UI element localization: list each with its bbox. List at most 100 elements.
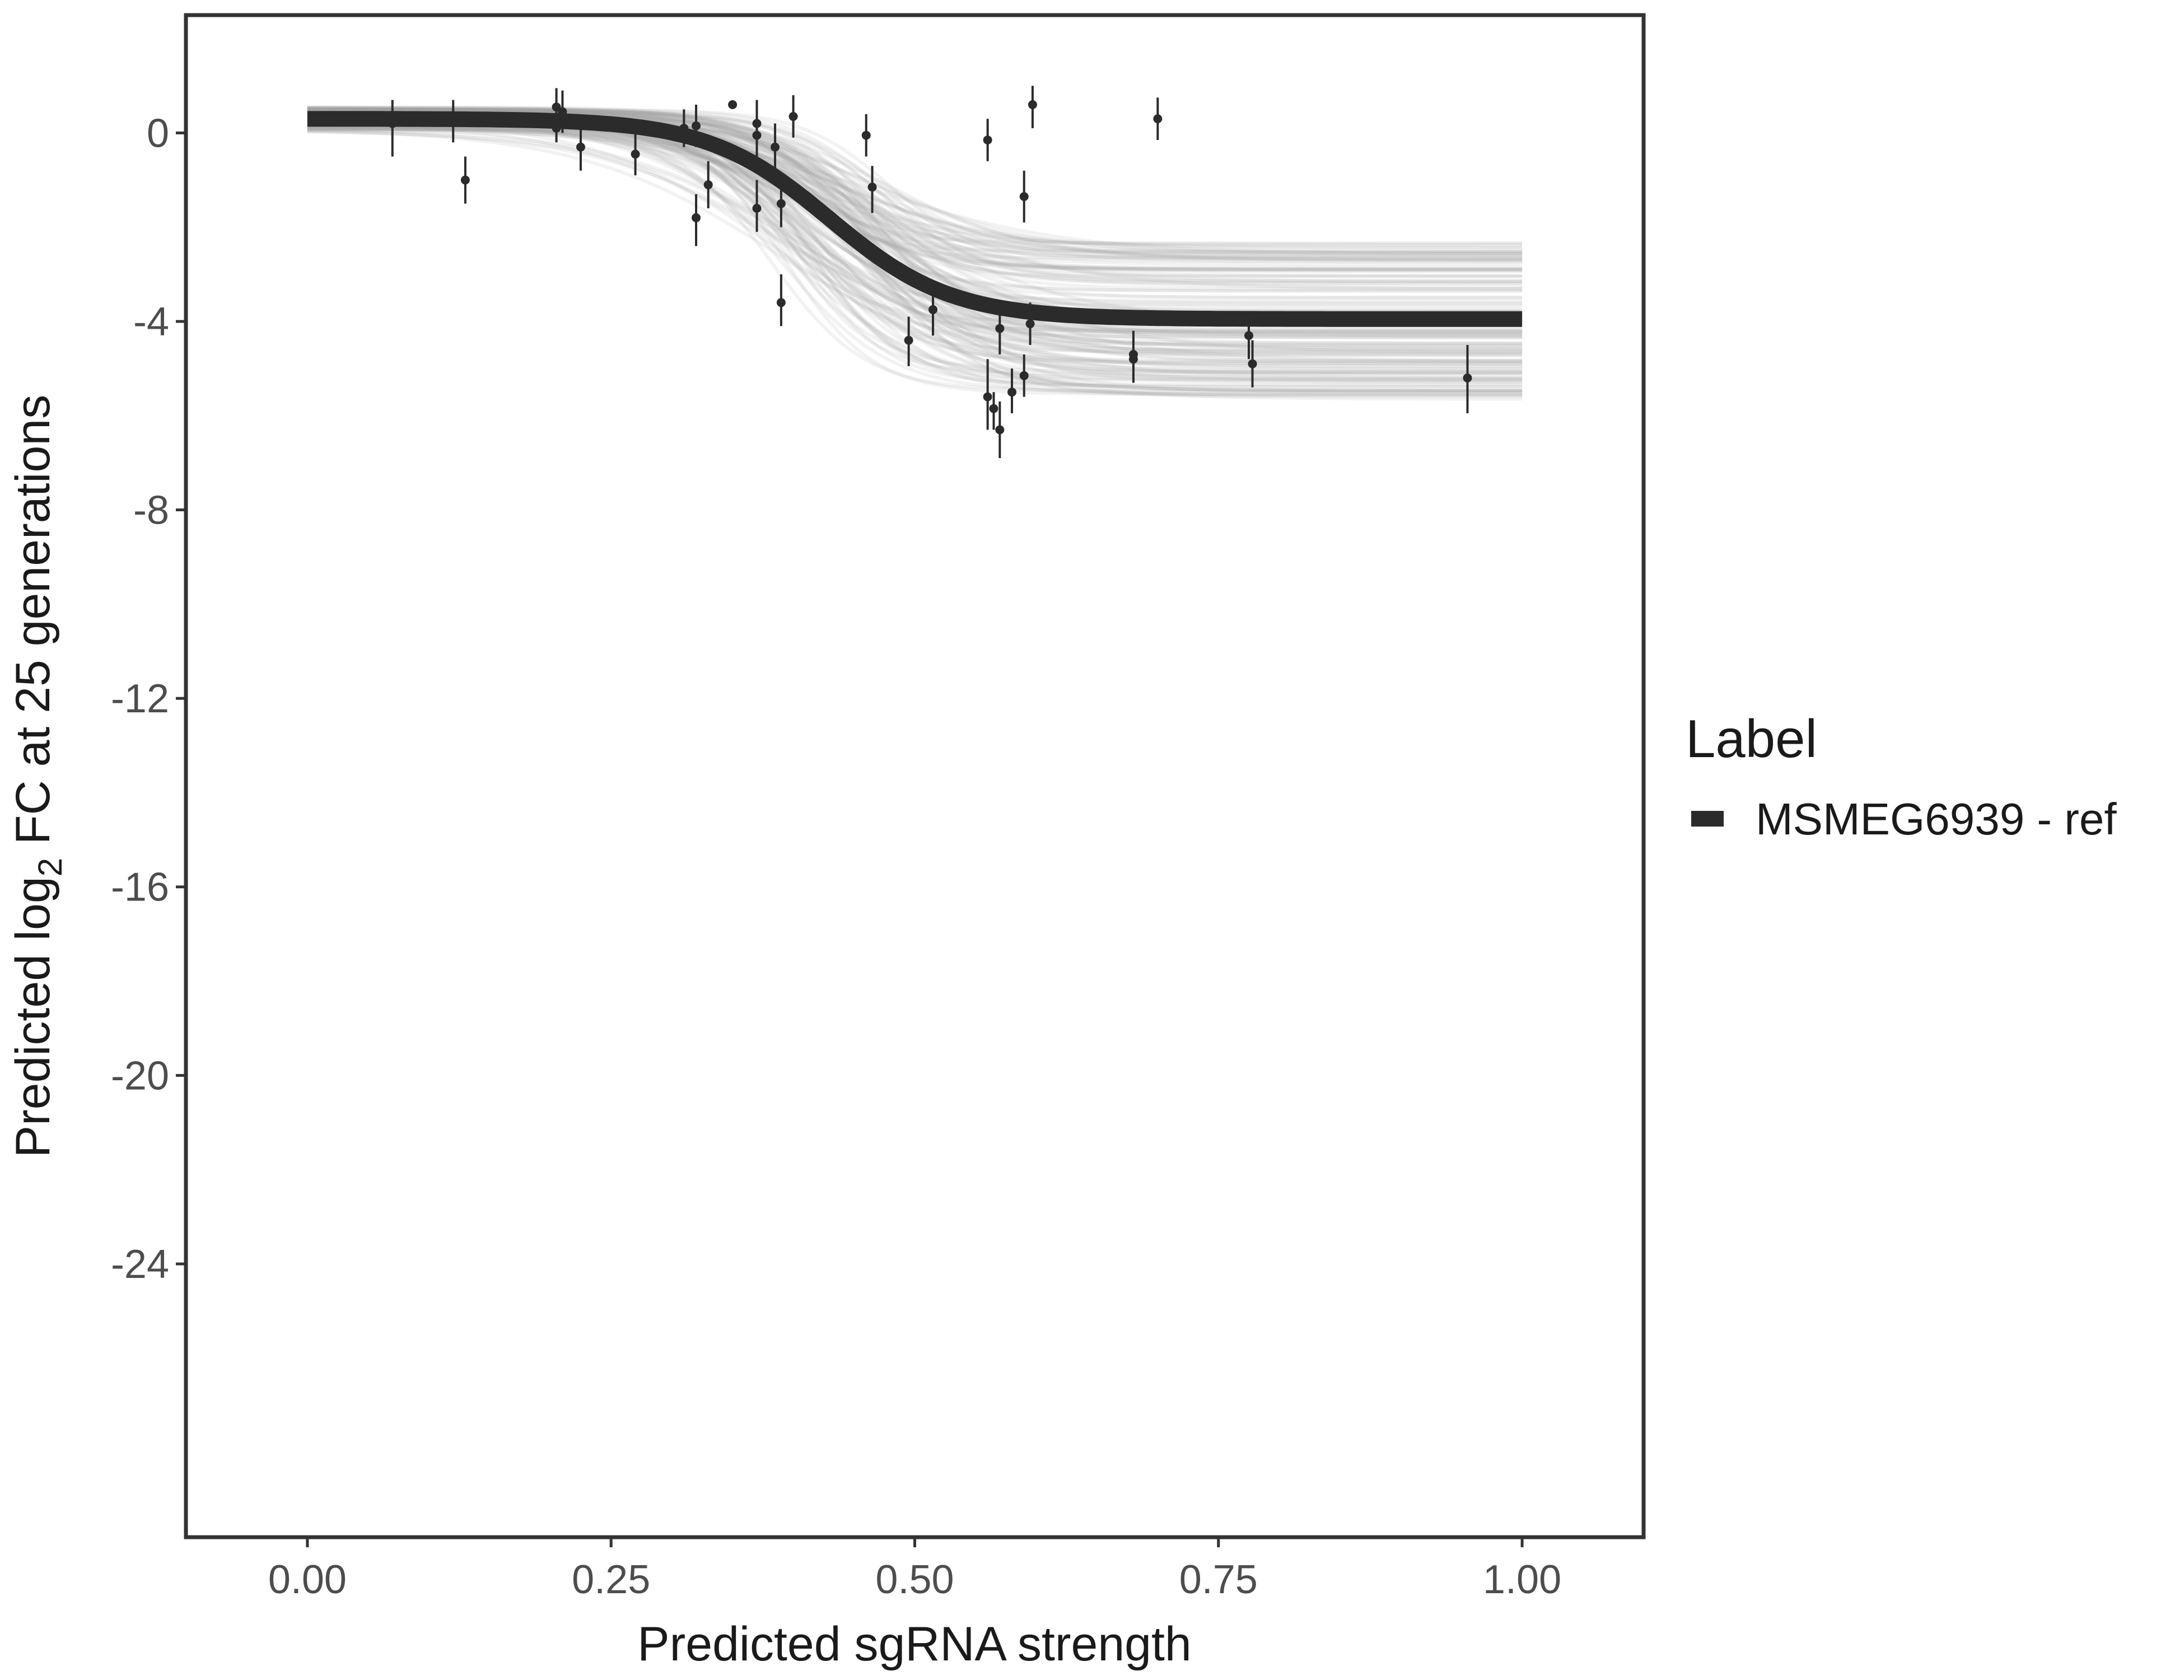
data-point [558,90,567,133]
x-axis: 0.00 0.25 0.50 0.75 1.00 [268,1537,1561,1602]
posterior-draw [307,109,1523,254]
data-point [771,123,780,171]
data-point [752,114,762,157]
point-marker [692,213,701,222]
data-point [449,100,458,143]
point-marker [752,130,762,140]
posterior-draw [307,120,1523,334]
posterior-draw [307,130,1523,380]
y-tick-label: -12 [111,676,169,721]
data-point [728,100,738,109]
point-marker [1248,359,1257,368]
y-axis-title: Predicted log2 FC at 25 generations [6,395,69,1158]
posterior-draw [307,127,1523,394]
posterior-draw [307,121,1523,351]
point-marker [989,404,998,413]
data-point [989,392,998,430]
y-tick-label: -8 [133,488,169,533]
data-point [1244,312,1254,360]
data-point [703,161,713,209]
posterior-draw [307,105,1523,368]
point-marker [1128,354,1138,364]
y-tick-label: -20 [111,1053,169,1098]
posterior-draw [307,106,1523,273]
point-marker [1025,319,1035,329]
point-marker [1007,388,1017,397]
point-marker [679,123,689,133]
posterior-draw [307,106,1523,262]
posterior-draw [307,119,1523,381]
point-marker [861,130,871,140]
posterior-draw [307,127,1523,300]
posterior-draw [307,128,1523,278]
posterior-draw [307,129,1523,364]
data-point [867,166,877,213]
point-marker [928,305,938,314]
posterior-draw [307,128,1523,336]
posterior-draw [307,108,1523,263]
data-point [1007,368,1017,414]
posterior-draw [307,129,1523,384]
posterior-draw [307,109,1523,333]
point-marker [1244,331,1254,340]
posterior-draw [307,125,1523,389]
x-tick-label: 0.75 [1179,1557,1258,1602]
point-marker [631,150,640,159]
posterior-draw [307,125,1523,393]
point-marker [1028,100,1037,109]
point-marker [558,107,567,116]
posterior-draw [307,106,1523,397]
posterior-draw [307,108,1523,375]
y-axis-title-subscript: 2 [31,858,69,876]
fit-curve [307,111,1523,327]
data-point [631,133,640,176]
point-marker [983,392,992,402]
legend-label: MSMEG6939 - ref [1756,794,2117,844]
data-point [1248,340,1257,388]
posterior-draw [307,108,1523,358]
point-marker [552,123,561,133]
data-point [1025,302,1035,346]
data-point [995,307,1005,354]
posterior-draw [307,129,1523,254]
posterior-draw [307,107,1523,272]
x-axis-title: Predicted sgRNA strength [637,1617,1192,1671]
posterior-draw [307,128,1523,374]
posterior-draw [307,109,1523,271]
point-marker [552,102,561,112]
point-marker [728,100,738,109]
data-point [928,283,938,336]
point-marker [995,425,1005,435]
point-marker [388,119,397,128]
posterior-band [307,105,1523,401]
posterior-draw [307,108,1523,255]
point-marker [703,180,713,189]
y-tick-label: -4 [133,300,169,344]
data-point [904,316,913,366]
x-tick-label: 0.50 [875,1557,954,1602]
posterior-draw [307,107,1523,291]
data-point [1153,97,1163,140]
point-marker [788,111,798,121]
x-tick-label: 1.00 [1483,1557,1561,1602]
point-marker [867,183,877,192]
data-point [1463,345,1472,414]
y-axis-title-main: Predicted log [6,876,60,1158]
data-point [788,95,798,138]
posterior-draw [307,108,1523,363]
data-point [983,119,992,161]
data-point [460,156,470,204]
data-point [861,114,871,157]
posterior-draw [307,110,1523,245]
data-points [388,86,1472,458]
point-marker [1019,192,1029,201]
point-marker [995,324,1005,333]
y-axis: 0 -4 -8 -12 -16 -20 -24 [111,111,186,1287]
posterior-draw [307,108,1523,271]
point-marker [904,335,913,345]
data-point [1128,340,1138,383]
y-tick-label: -24 [111,1242,169,1287]
x-tick-label: 0.25 [572,1557,650,1602]
legend-key [1691,811,1724,827]
